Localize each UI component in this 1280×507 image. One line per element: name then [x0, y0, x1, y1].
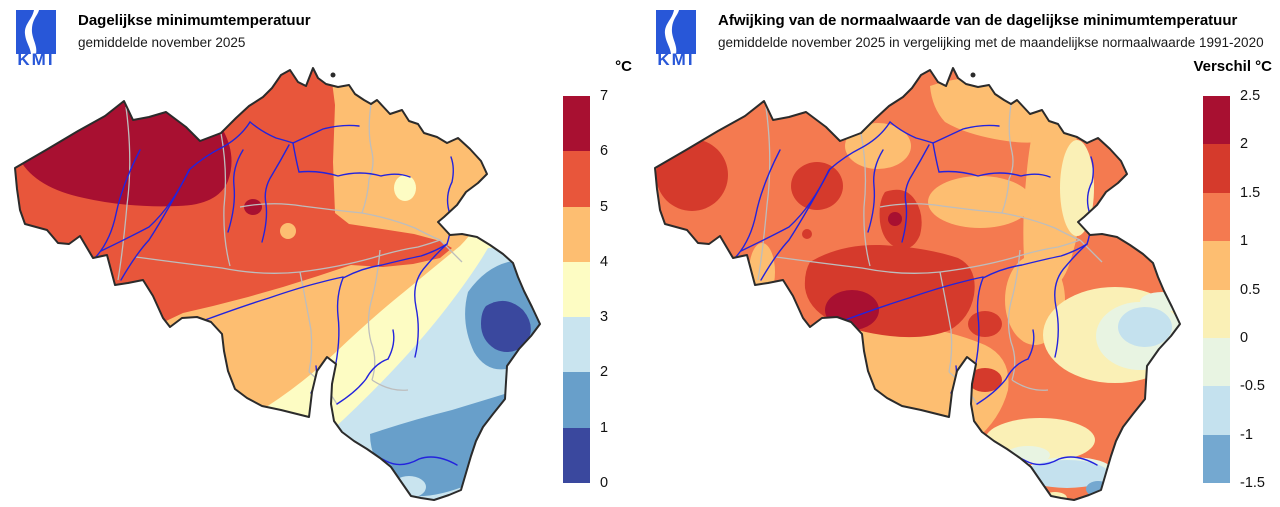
legend-tick-label: 7 — [600, 88, 609, 104]
kmi-logo-graphic — [16, 10, 56, 54]
country-border — [654, 67, 1181, 501]
kmi-logo-text: KMI — [657, 50, 695, 69]
legend-swatch — [563, 96, 590, 152]
kmi-logo-graphic — [656, 10, 696, 54]
legend-tick-label: 2 — [1240, 136, 1249, 153]
panel-temperature-anomaly: KMI Afwijking van de normaalwaarde van d… — [640, 0, 1280, 507]
legend-tick-label: 2 — [600, 364, 609, 381]
legend-swatch — [1203, 192, 1230, 242]
legend-tick-label: 5 — [600, 198, 609, 215]
kmi-logo-icon: KMI — [8, 6, 64, 69]
legend-swatch — [563, 372, 590, 428]
legend-tick-label: 4 — [600, 253, 609, 270]
kmi-logo-text: KMI — [17, 50, 55, 69]
baarle-hertog-enclave-dot — [970, 72, 976, 78]
legend-tick-label: 1 — [600, 419, 609, 436]
legend-tick-label: 0 — [1240, 329, 1249, 346]
baarle-hertog-enclave-dot — [330, 72, 336, 78]
legend-tick-label: -0.5 — [1240, 378, 1265, 395]
legend-swatch — [563, 206, 590, 262]
kmi-logo-icon: KMI — [648, 6, 704, 69]
panel-minimum-temperature: KMI Dagelijkse minimumtemperatuur gemidd… — [8, 6, 632, 501]
page-title: Dagelijkse minimumtemperatuur — [78, 12, 311, 29]
legend-swatch — [1203, 241, 1230, 290]
legend-tick-label: 3 — [600, 309, 609, 326]
legend-tick-label: -1.5 — [1240, 475, 1265, 491]
country-border — [14, 67, 541, 501]
legend-tick-label: -1 — [1240, 426, 1253, 443]
legend-tick-label: 1 — [1240, 233, 1249, 250]
map-subtitle: gemiddelde november 2025 in vergelijking… — [718, 35, 1264, 50]
legend-tick-label: 2.5 — [1240, 88, 1261, 104]
legend-swatch — [1203, 289, 1230, 338]
legend-swatch — [1203, 386, 1230, 435]
legend-tick-label: 6 — [600, 143, 609, 160]
legend-swatch — [563, 261, 590, 318]
legend-swatch — [1203, 434, 1230, 483]
legend-swatch — [563, 317, 590, 373]
legend-unit-label: °C — [615, 58, 632, 75]
belgium-map-minimum-temperature — [14, 67, 541, 501]
color-scale-legend — [563, 96, 590, 483]
legend-unit-label: Verschil °C — [1193, 58, 1272, 75]
legend-swatch — [1203, 144, 1230, 193]
legend-swatch — [563, 151, 590, 207]
legend-tick-label: 0 — [600, 475, 609, 491]
belgium-map-temperature-anomaly — [654, 67, 1181, 501]
page-title: Afwijking van de normaalwaarde van de da… — [718, 12, 1238, 29]
map-subtitle: gemiddelde november 2025 — [78, 35, 246, 50]
legend-swatch — [563, 427, 590, 483]
legend-tick-label: 1.5 — [1240, 184, 1261, 201]
legend-swatch — [1203, 337, 1230, 387]
color-scale-legend — [1203, 96, 1230, 483]
legend-swatch — [1203, 96, 1230, 145]
legend-tick-label: 0.5 — [1240, 281, 1261, 298]
